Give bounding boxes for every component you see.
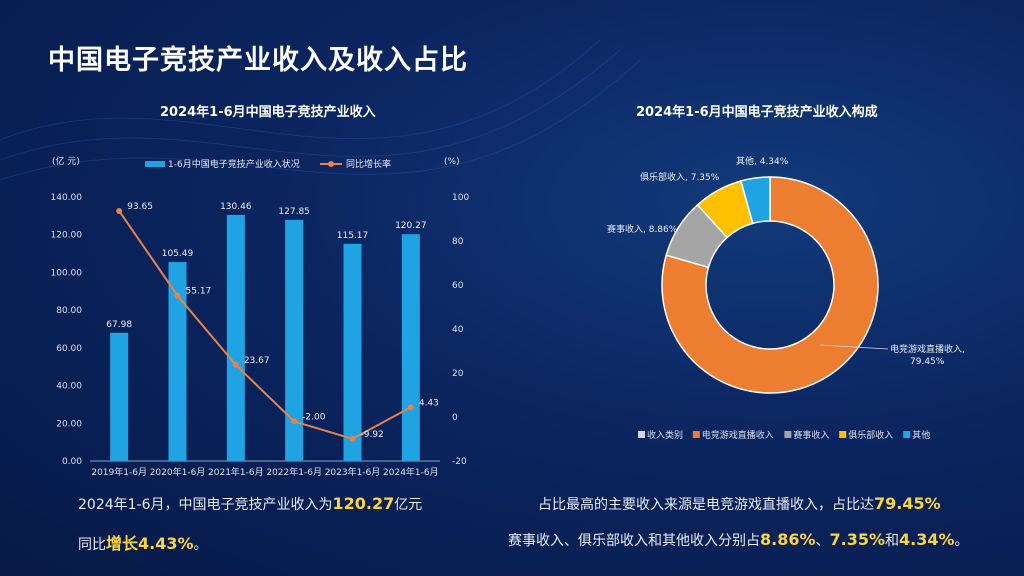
- bar: [343, 243, 362, 461]
- legend-label: 俱乐部收入: [848, 429, 893, 441]
- bar-chart-title: 2024年1-6月中国电子竞技产业收入: [160, 105, 376, 120]
- bar-value-label: 115.17: [337, 231, 369, 241]
- slice-label: 电竞游戏直播收入,: [890, 343, 965, 355]
- growth-value-label: 93.65: [127, 202, 153, 212]
- bar-value-label: 130.46: [220, 202, 252, 212]
- y2-tick-label: 100: [452, 193, 469, 203]
- legend-label: 赛事收入: [793, 429, 829, 441]
- slice-leader-line: [819, 344, 889, 350]
- caption-text: 、: [815, 533, 830, 549]
- x-tick-label: 2022年1-6月: [266, 466, 322, 478]
- caption-highlight-clubs: 7.35%: [829, 530, 886, 549]
- x-tick-label: 2024年1-6月: [383, 466, 439, 478]
- bar-value-label: 105.49: [162, 249, 194, 259]
- bar-chart: (亿 元) (%) 0.00 20.00 40.00 60.00 80.00 100.00 12…: [51, 155, 470, 478]
- y-tick-label: 80.00: [56, 306, 82, 316]
- slice-label: 其他, 4.34%: [736, 155, 789, 167]
- legend-label-line: 同比增长率: [346, 158, 391, 170]
- caption-highlight-events: 8.86%: [760, 530, 816, 549]
- caption-text: 占比最高的主要收入来源是电竞游戏直播收入，占比达: [538, 497, 874, 513]
- legend-swatch: [784, 431, 792, 438]
- y-tick-label: 140.00: [51, 193, 83, 203]
- y2-tick-label: 40: [452, 325, 464, 335]
- growth-point: [232, 361, 239, 368]
- x-tick-label: 2023年1-6月: [325, 466, 381, 478]
- legend-label: 其他: [912, 429, 930, 441]
- caption-highlight-share: 79.45%: [874, 494, 941, 513]
- growth-value-label: -2.00: [302, 412, 326, 422]
- bar: [226, 214, 245, 461]
- x-tick-label: 2019年1-6月: [91, 466, 147, 478]
- y-tick-label: 60.00: [56, 344, 82, 354]
- growth-value-label: -9.92: [361, 430, 384, 440]
- page-title: 中国电子竞技产业收入及收入占比: [48, 45, 468, 76]
- caption-text: 和: [885, 533, 900, 549]
- caption-highlight-revenue: 120.27: [332, 494, 395, 513]
- legend-swatch: [692, 431, 700, 438]
- pie-chart-title: 2024年1-6月中国电子竞技产业收入构成: [636, 105, 878, 120]
- growth-value-label: 4.43: [419, 398, 439, 408]
- legend-swatch: [638, 431, 645, 438]
- caption-text: 亿元: [394, 497, 423, 513]
- y-tick-label: 40.00: [56, 382, 82, 392]
- left-caption-line2: 同比增长4.43%。: [78, 530, 208, 554]
- pie-slice: [739, 176, 771, 225]
- caption-text: 同比: [78, 537, 106, 553]
- pie-slice: [661, 176, 879, 394]
- y-axis-label: (亿 元): [52, 155, 80, 167]
- slice-label: 俱乐部收入, 7.35%: [640, 171, 720, 183]
- right-caption-line1: 占比最高的主要收入来源是电竞游戏直播收入，占比达79.45%: [538, 494, 941, 514]
- bar-value-label: 67.98: [106, 320, 132, 330]
- y2-tick-label: 80: [452, 237, 464, 247]
- caption-text: 赛事收入、俱乐部收入和其他收入分别占: [508, 533, 760, 549]
- y2-tick-label: 20: [452, 369, 464, 379]
- growth-point: [116, 207, 123, 214]
- y-tick-label: 0.00: [62, 457, 82, 467]
- legend-swatch-bar: [145, 161, 165, 167]
- y2-tick-label: 0: [452, 413, 458, 423]
- growth-value-label: 23.67: [244, 356, 270, 366]
- legend-label: 收入类别: [647, 429, 683, 441]
- growth-line: [118, 210, 412, 440]
- bar: [110, 332, 129, 461]
- x-tick-label: 2021年1-6月: [208, 466, 264, 478]
- y2-axis-label: (%): [444, 157, 460, 167]
- caption-text: 2024年1-6月，中国电子竞技产业收入为: [78, 497, 333, 513]
- growth-point: [291, 418, 298, 425]
- growth-point: [349, 435, 356, 442]
- bar: [285, 219, 304, 461]
- bar-value-label: 120.27: [395, 221, 427, 231]
- growth-point: [174, 292, 181, 299]
- caption-text: 。: [193, 537, 208, 553]
- y2-tick-label: -20: [452, 457, 467, 467]
- right-caption-line2: 赛事收入、俱乐部收入和其他收入分别占8.86%、7.35%和4.34%。: [508, 530, 969, 550]
- background-swirl: [0, 39, 641, 181]
- caption-text: 。: [954, 533, 969, 549]
- legend-label: 电竞游戏直播收入: [702, 429, 774, 441]
- bar-value-label: 127.85: [278, 207, 310, 217]
- y-tick-label: 120.00: [51, 231, 83, 241]
- legend-swatch: [839, 431, 847, 438]
- y-tick-label: 100.00: [51, 268, 83, 278]
- y-tick-label: 20.00: [56, 419, 82, 429]
- caption-highlight-growth: 增长4.43%: [106, 534, 194, 553]
- slice-label: 赛事收入, 8.86%: [607, 223, 678, 235]
- legend-marker-line: [328, 161, 334, 167]
- x-tick-label: 2020年1-6月: [150, 466, 206, 478]
- y2-tick-label: 60: [452, 281, 464, 291]
- legend-swatch: [903, 431, 911, 438]
- bar: [401, 234, 420, 461]
- caption-highlight-other: 4.34%: [899, 530, 955, 549]
- growth-value-label: 55.17: [186, 287, 212, 297]
- growth-point: [407, 404, 414, 411]
- slice-label: 79.45%: [910, 357, 945, 367]
- left-caption-line1: 2024年1-6月，中国电子竞技产业收入为120.27亿元: [78, 494, 422, 514]
- legend-label-bar: 1-6月中国电子竞技产业收入状况: [168, 158, 300, 170]
- pie-chart: 电竞游戏直播收入, 79.45% 赛事收入, 8.86% 俱乐部收入, 7.35% 其他…: [607, 155, 965, 441]
- bar: [168, 262, 187, 461]
